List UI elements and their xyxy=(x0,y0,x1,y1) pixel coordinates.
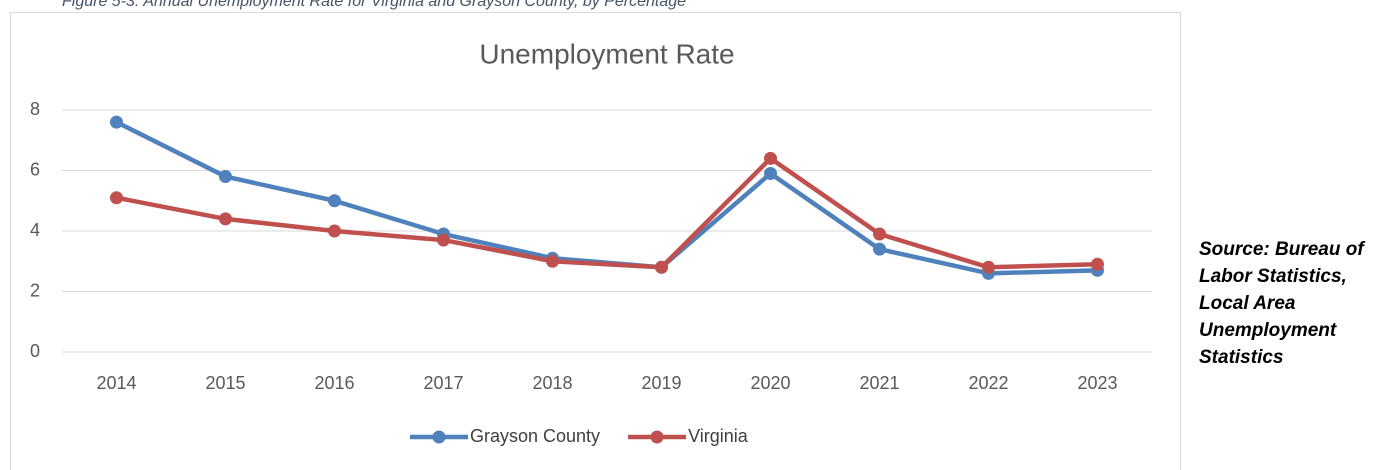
data-point xyxy=(328,224,341,238)
legend-marker xyxy=(432,430,446,444)
x-tick-label: 2022 xyxy=(968,373,1008,393)
series-line xyxy=(115,120,1098,276)
data-point xyxy=(873,227,886,241)
y-tick-label: 2 xyxy=(30,280,40,300)
x-tick-label: 2023 xyxy=(1077,373,1117,393)
legend-marker xyxy=(650,430,664,444)
data-point xyxy=(655,260,668,274)
data-point xyxy=(764,151,777,165)
x-tick-label: 2020 xyxy=(750,373,790,393)
x-tick-label: 2018 xyxy=(532,373,572,393)
x-tick-label: 2014 xyxy=(96,373,136,393)
data-point xyxy=(873,242,886,256)
data-point xyxy=(982,260,995,274)
data-point xyxy=(328,194,341,208)
x-tick-label: 2017 xyxy=(423,373,463,393)
x-tick-label: 2021 xyxy=(859,373,899,393)
legend-label: Grayson County xyxy=(470,426,600,446)
source-note: Source: Bureau of Labor Statistics, Loca… xyxy=(1199,239,1364,368)
chart-frame xyxy=(10,12,1181,470)
x-tick-label: 2015 xyxy=(205,373,245,393)
chart-title: Unemployment Rate xyxy=(479,38,734,69)
data-point xyxy=(219,170,232,184)
y-tick-label: 8 xyxy=(30,99,40,119)
data-point xyxy=(546,254,559,268)
data-point xyxy=(437,233,450,247)
series-line xyxy=(116,156,1098,270)
x-tick-label: 2019 xyxy=(641,373,681,393)
y-tick-label: 4 xyxy=(30,220,40,240)
legend-label: Virginia xyxy=(688,426,749,446)
y-tick-label: 0 xyxy=(30,341,40,361)
data-point xyxy=(219,212,232,226)
data-point xyxy=(110,115,123,129)
x-tick-label: 2016 xyxy=(314,373,354,393)
data-point xyxy=(110,191,123,205)
data-point xyxy=(764,167,777,181)
data-point xyxy=(1091,257,1104,271)
caption: Figure 5-3: Annual Unemployment Rate for… xyxy=(62,0,686,10)
y-tick-label: 6 xyxy=(30,159,40,179)
